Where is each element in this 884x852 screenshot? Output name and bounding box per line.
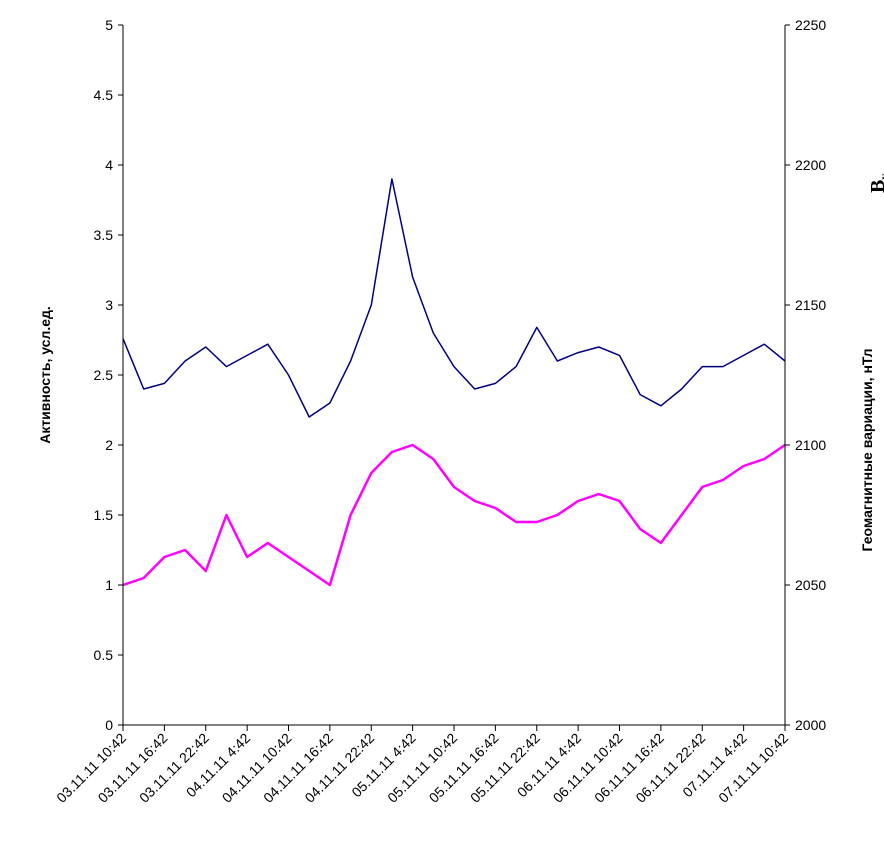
y-tick-label-right: 2250 [795, 17, 826, 33]
y-tick-label-left: 2 [105, 437, 113, 453]
y-tick-label-left: 1 [105, 577, 113, 593]
y-tick-label-right: 2200 [795, 157, 826, 173]
y-tick-label-right: 2000 [795, 717, 826, 733]
y-tick-label-left: 2.5 [94, 367, 114, 383]
y-tick-label-right: 2100 [795, 437, 826, 453]
series-line-geomagnetic [122, 178, 786, 418]
y2-symbol-subscript: y [877, 174, 884, 180]
y-axis-title-right: Геомагнитные вариации, нТл [859, 349, 875, 552]
y-tick-label-left: 3 [105, 297, 113, 313]
y-tick-label-left: 5 [105, 17, 113, 33]
ticks-layer: 0 0.5 1 1.5 2 2.5 3 3.5 4 4.5 5 2000 2050 2100 2150 220… [53, 17, 826, 806]
series-line-activity [122, 443, 786, 587]
x-tick-label: 03.11.11 10:42 [53, 730, 129, 806]
y-tick-label-left: 0.5 [94, 647, 114, 663]
y-tick-label-left: 4.5 [94, 87, 114, 103]
y-tick-label-right: 2150 [795, 297, 826, 313]
y-axis-title-left: Активность, усл.ед. [37, 306, 53, 444]
series-layer [122, 178, 786, 587]
y-tick-label-left: 4 [105, 157, 113, 173]
y2-symbol-letter: B [867, 180, 884, 193]
y-tick-label-right: 2050 [795, 577, 826, 593]
y2-symbol: By [867, 174, 884, 193]
y-tick-label-left: 0 [105, 717, 113, 733]
y-tick-label-left: 3.5 [94, 227, 114, 243]
axes-layer [122, 25, 786, 726]
y-tick-label-left: 1.5 [94, 507, 114, 523]
